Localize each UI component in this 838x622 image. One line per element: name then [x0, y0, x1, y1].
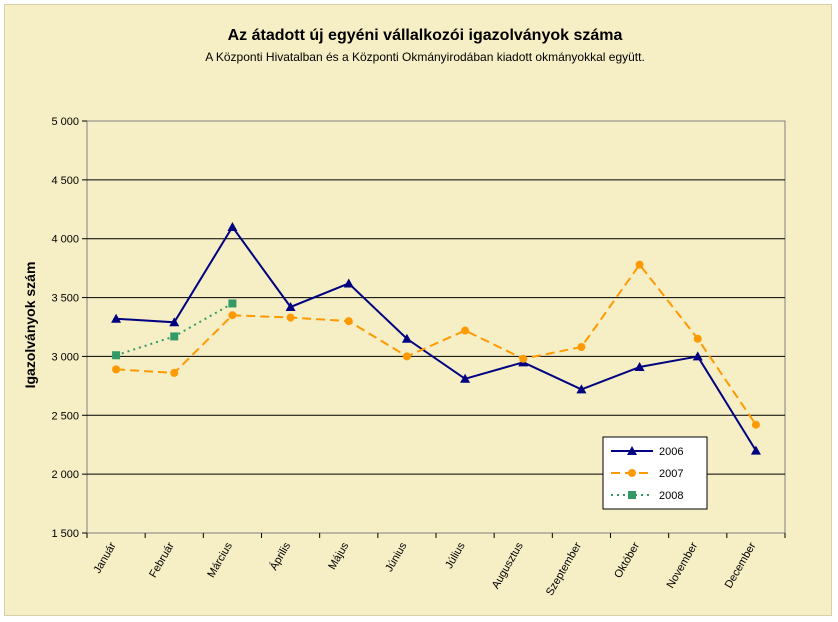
data-point: [519, 354, 528, 363]
legend-label: 2008: [659, 490, 683, 502]
data-point: [460, 373, 471, 383]
x-tick-label: Március: [205, 540, 235, 580]
y-tick-label: 2 000: [51, 469, 79, 481]
series-2008: [112, 299, 237, 360]
legend-marker: [628, 469, 636, 477]
data-point: [228, 299, 237, 308]
x-tick-label: Augusztus: [490, 540, 526, 591]
y-tick-label: 3 500: [51, 293, 79, 305]
data-point: [344, 317, 353, 326]
data-point: [286, 313, 295, 322]
y-tick-label: 4 500: [51, 175, 79, 187]
x-tick-label: Január: [91, 540, 118, 575]
data-point: [169, 317, 180, 327]
x-tick-label: Április: [267, 540, 293, 573]
data-point: [170, 332, 179, 341]
data-point: [401, 333, 412, 343]
data-point: [112, 365, 121, 374]
x-tick-label: Február: [147, 540, 177, 580]
data-point: [692, 351, 703, 361]
data-point: [751, 420, 760, 429]
data-point: [402, 352, 411, 361]
legend-marker: [628, 491, 636, 499]
data-point: [576, 384, 587, 394]
y-tick-label: 3 000: [51, 351, 79, 363]
x-tick-label: Október: [612, 540, 642, 580]
data-point: [227, 221, 238, 231]
data-point: [228, 311, 237, 320]
series-line: [116, 262, 757, 426]
x-tick-label: November: [665, 540, 701, 590]
data-point: [750, 445, 761, 455]
data-point: [112, 351, 121, 360]
data-point: [635, 260, 644, 269]
y-tick-label: 2 500: [51, 410, 79, 422]
x-tick-label: Június: [383, 540, 410, 574]
legend-box: [602, 436, 708, 510]
data-point: [343, 278, 354, 288]
legend-label: 2006: [659, 446, 683, 458]
legend-marker: [627, 446, 637, 455]
y-tick-label: 4 000: [51, 234, 79, 246]
y-tick-label: 1 500: [51, 528, 79, 540]
line-chart: Az átadott új egyéni vállalkozói igazolv…: [22, 27, 786, 598]
data-point: [285, 301, 296, 311]
x-tick-label: Május: [326, 540, 351, 572]
data-point: [634, 362, 645, 372]
series-2007: [112, 260, 760, 429]
x-axis-ticks: Január Február Március Április Május Június Jú…: [86, 533, 786, 598]
chart-title: Az átadott új egyéni vállalkozói igazolv…: [228, 27, 623, 44]
legend-item: 2006: [611, 446, 683, 458]
data-point: [111, 313, 122, 323]
y-axis-label: Igazolványok szám: [22, 262, 38, 389]
data-point: [170, 368, 179, 377]
y-tick-label: 5 000: [51, 116, 79, 128]
x-tick-label: Július: [443, 540, 468, 571]
legend-label: 2007: [659, 468, 683, 480]
series-group: [111, 221, 761, 455]
data-point: [693, 334, 702, 343]
series-2006: [111, 221, 761, 455]
data-point: [461, 326, 470, 335]
data-point: [577, 343, 586, 352]
x-tick-label: Szeptember: [544, 540, 584, 598]
chart-subtitle: A Központi Hivatalban és a Központi Okmá…: [205, 50, 645, 64]
chart-frame: Az átadott új egyéni vállalkozói igazolv…: [4, 4, 832, 616]
legend: 2006 2007 2008: [602, 436, 708, 510]
legend-item: 2007: [611, 468, 683, 480]
legend-item: 2008: [611, 490, 683, 502]
x-tick-label: December: [723, 540, 759, 590]
y-axis-ticks: 1 500 2 000 2 500 3 000 3 500 4 000 4 500 5 000: [51, 116, 87, 540]
series-line: [116, 225, 757, 452]
